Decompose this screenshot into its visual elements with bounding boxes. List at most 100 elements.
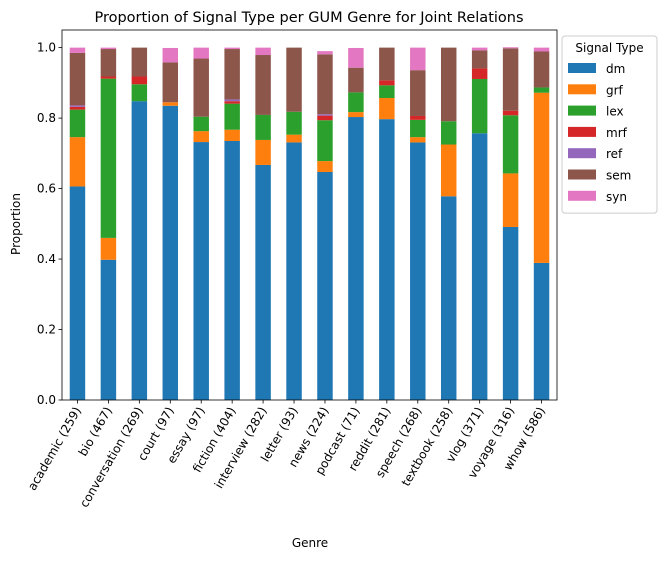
legend-swatch-syn xyxy=(568,190,596,201)
bar-segment-lex xyxy=(131,84,148,102)
bar-segment-dm xyxy=(162,105,179,400)
bar-segment-lex xyxy=(69,109,86,138)
bar-segment-syn xyxy=(533,47,550,52)
bar-segment-lex xyxy=(348,92,364,113)
bar-segment-dm xyxy=(131,101,148,401)
legend-title: Signal Type xyxy=(575,41,643,55)
y-axis-label: Proportion xyxy=(9,193,23,255)
bar-segment-ref xyxy=(69,105,86,107)
bar-segment-dm xyxy=(348,117,364,400)
bar-segment-lex xyxy=(193,116,209,132)
bar-segment-grf xyxy=(533,92,550,263)
legend-label-grf: grf xyxy=(606,83,624,97)
bar-segment-mrf xyxy=(317,115,333,121)
bar-segment-lex xyxy=(502,115,519,174)
legend-swatch-lex xyxy=(568,105,596,116)
bar-segment-dm xyxy=(471,133,488,400)
x-axis-label: Genre xyxy=(292,536,328,550)
bar-segment-syn xyxy=(255,47,271,56)
bar-segment-syn xyxy=(317,51,333,55)
bar-segment-mrf xyxy=(410,115,426,120)
bar-segment-lex xyxy=(440,121,457,145)
bar-segment-dm xyxy=(533,262,550,400)
bar-segment-lex xyxy=(286,111,302,135)
bar-segment-lex xyxy=(379,85,395,99)
bar-segment-grf xyxy=(224,129,240,141)
bar-segment-syn xyxy=(471,47,488,51)
bar-segment-syn xyxy=(410,47,426,71)
bar-segment-ref xyxy=(224,99,240,102)
y-tick-label: 0.0 xyxy=(37,393,56,407)
bar-segment-sem xyxy=(100,49,117,77)
bar-segment-mrf xyxy=(131,76,148,85)
bar-segment-dm xyxy=(286,142,302,400)
y-tick-label: 0.8 xyxy=(37,111,56,125)
bar-segment-syn xyxy=(348,47,364,68)
bar-segment-dm xyxy=(317,172,333,400)
bar-segment-grf xyxy=(440,144,457,197)
legend-label-lex: lex xyxy=(606,105,624,119)
bar-segment-sem xyxy=(379,47,395,81)
legend-swatch-ref xyxy=(568,148,596,159)
bar-segment-lex xyxy=(100,78,117,238)
bar-segment-dm xyxy=(502,226,519,400)
legend-label-mrf: mrf xyxy=(606,126,628,140)
bar-segment-grf xyxy=(286,134,302,143)
y-tick-label: 0.2 xyxy=(37,323,56,337)
bar-segment-grf xyxy=(255,139,271,165)
x-tick-label: academic (259) xyxy=(25,405,84,493)
bar-segment-grf xyxy=(100,237,117,260)
bar-segment-dm xyxy=(379,119,395,401)
bars-layer xyxy=(69,47,550,401)
bar-segment-syn xyxy=(502,47,519,49)
bar-segment-mrf xyxy=(379,80,395,86)
bar-segment-sem xyxy=(410,70,426,116)
bar-segment-lex xyxy=(471,78,488,134)
bar-segment-syn xyxy=(69,47,86,53)
plot-frame xyxy=(61,29,558,401)
legend-label-syn: syn xyxy=(606,190,627,204)
bar-segment-grf xyxy=(379,98,395,120)
bar-segment-lex xyxy=(410,119,426,138)
bar-segment-mrf xyxy=(100,76,117,79)
bar-segment-sem xyxy=(317,54,333,115)
bar-segment-sem xyxy=(286,47,302,112)
bar-segment-dm xyxy=(69,186,86,400)
bar-segment-dm xyxy=(100,259,117,400)
bar-segment-grf xyxy=(162,102,179,106)
bar-segment-syn xyxy=(100,47,117,50)
bar-segment-syn xyxy=(193,47,209,59)
bar-segment-lex xyxy=(533,87,550,93)
bar-segment-sem xyxy=(162,62,179,103)
legend: Signal Type dm grf lex mrf ref sem syn xyxy=(561,35,658,214)
chart-title: Proportion of Signal Type per GUM Genre … xyxy=(94,10,523,26)
legend-label-dm: dm xyxy=(606,62,625,76)
bar-segment-mrf xyxy=(502,110,519,116)
bar-segment-mrf xyxy=(224,101,240,104)
bar-segment-grf xyxy=(348,112,364,118)
legend-label-sem: sem xyxy=(606,169,631,183)
bar-segment-grf xyxy=(193,131,209,143)
y-tick-label: 0.6 xyxy=(37,182,56,196)
bar-segment-dm xyxy=(410,142,426,400)
y-tick-label: 1.0 xyxy=(37,41,56,55)
bar-segment-sem xyxy=(440,47,457,122)
legend-swatch-mrf xyxy=(568,126,596,137)
bar-segment-grf xyxy=(317,161,333,173)
bar-segment-grf xyxy=(69,137,86,187)
legend-label-ref: ref xyxy=(606,147,623,161)
bar-segment-mrf xyxy=(471,68,488,79)
legend-swatch-grf xyxy=(568,84,596,95)
bar-segment-syn xyxy=(162,47,179,63)
bar-segment-sem xyxy=(502,48,519,111)
bar-segment-dm xyxy=(224,141,240,400)
bar-segment-dm xyxy=(440,196,457,400)
bar-segment-sem xyxy=(131,47,148,77)
bar-segment-sem xyxy=(193,58,209,117)
bar-segment-syn xyxy=(224,47,240,50)
bar-segment-sem xyxy=(471,50,488,69)
bar-segment-sem xyxy=(224,49,240,100)
bar-segment-dm xyxy=(255,164,271,400)
